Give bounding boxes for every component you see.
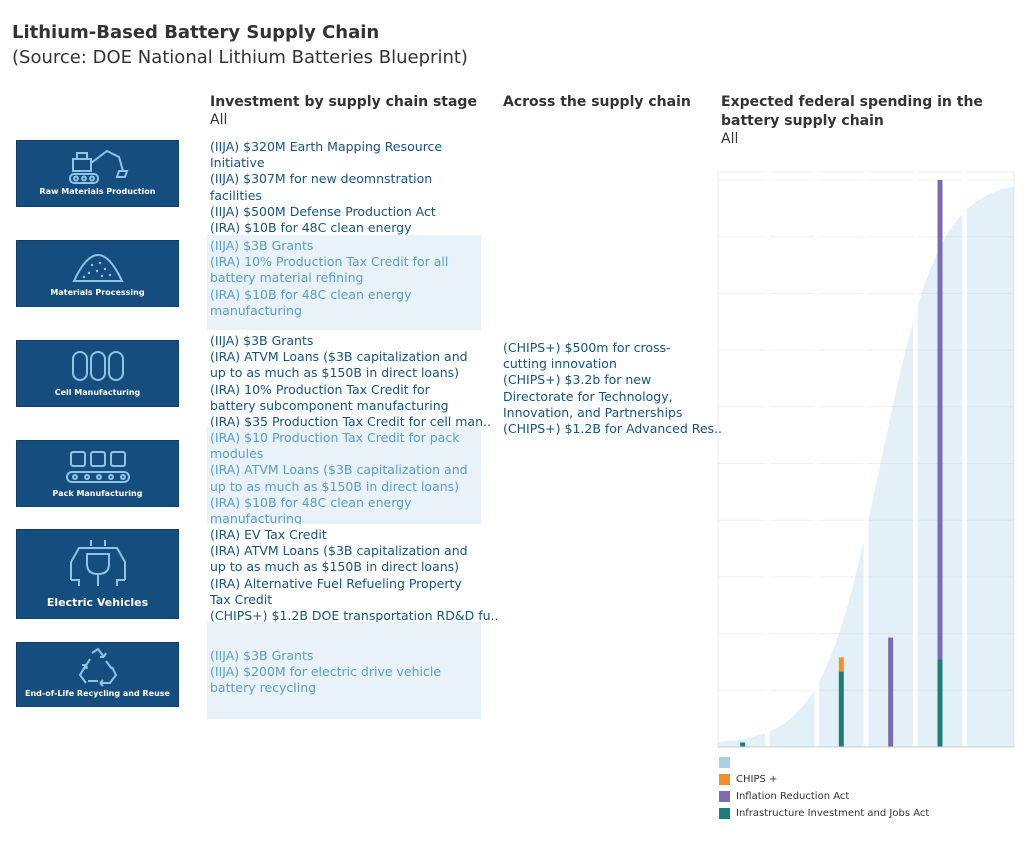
- investment-block-recycling: (IIJA) $3B Grants (IIJA) $200M for elect…: [207, 622, 481, 719]
- stage-card-cell-manufacturing[interactable]: Cell Manufacturing: [16, 340, 179, 407]
- across-item: (CHIPS+) $500m for cross-cutting innovat…: [503, 340, 671, 372]
- investment-item: (IIJA) $3B Grants: [210, 333, 314, 348]
- stage-label-materials-processing: Materials Processing: [50, 288, 145, 297]
- investment-block-raw-materials: (IIJA) $320M Earth Mapping Resource Init…: [207, 136, 481, 251]
- investment-item: (IRA) $10B for 48C clean energy manufact…: [210, 286, 412, 318]
- material-pile-icon: [71, 253, 124, 282]
- page-subtitle: (Source: DOE National Lithium Batteries …: [12, 47, 468, 68]
- across-supply-chain-list: (CHIPS+) $500m for cross-cutting innovat…: [503, 340, 723, 437]
- investment-item: (IRA) 10% Production Tax Credit for all …: [210, 254, 449, 286]
- federal-filter-value[interactable]: All: [721, 131, 739, 147]
- investment-block-electric-vehicles: (IRA) EV Tax Credit (IRA) ATVM Loans ($3…: [207, 524, 499, 624]
- investment-item: (IRA) ATVM Loans ($3B capitalization and…: [210, 462, 468, 494]
- legend-swatch: [719, 808, 730, 819]
- federal-column-title-line2: battery supply chain: [721, 113, 884, 129]
- legend-item-chips[interactable]: CHIPS +: [719, 771, 929, 788]
- stage-label-recycling: End-of-Life Recycling and Reuse: [25, 689, 170, 698]
- legend-swatch: [719, 757, 730, 768]
- bar-segment[interactable]: [740, 742, 746, 747]
- investment-item: (IRA) 10% Production Tax Credit for batt…: [210, 381, 449, 413]
- legend-swatch: [719, 791, 730, 802]
- legend-item-background[interactable]: [719, 754, 929, 771]
- federal-column-title-line1: Expected federal spending in the: [721, 94, 983, 110]
- investment-item: (IRA) EV Tax Credit: [210, 527, 327, 542]
- chart-legend: CHIPS + Inflation Reduction Act Infrastr…: [719, 754, 929, 822]
- column-separator: [814, 172, 820, 747]
- investment-item: (IIJA) $3B Grants: [210, 238, 314, 253]
- across-item: (CHIPS+) $1.2B for Advanced Res..: [503, 421, 723, 437]
- investment-block-pack-manufacturing: (IRA) $10 Production Tax Credit for pack…: [207, 427, 481, 526]
- investment-item: (IIJA) $200M for electric drive vehicle …: [210, 664, 442, 696]
- investment-item: (IIJA) $3B Grants: [210, 648, 314, 663]
- investment-item: (CHIPS+) $1.2B DOE transportation RD&D f…: [210, 608, 499, 624]
- investment-item: (IRA) ATVM Loans ($3B capitalization and…: [210, 543, 468, 575]
- investment-item: (IIJA) $307M for new deomnstration facil…: [210, 171, 433, 203]
- column-separator: [962, 172, 968, 747]
- column-separator: [863, 172, 869, 747]
- investment-column-title: Investment by supply chain stage: [210, 94, 477, 110]
- ev-charging-icon: [69, 540, 126, 586]
- stage-card-recycling[interactable]: End-of-Life Recycling and Reuse: [16, 642, 179, 707]
- investment-item: (IIJA) $500M Defense Production Act: [210, 203, 436, 219]
- investment-item: (IRA) $10 Production Tax Credit for pack…: [210, 430, 460, 462]
- legend-label: CHIPS +: [736, 774, 778, 785]
- stage-label-pack-manufacturing: Pack Manufacturing: [52, 489, 143, 498]
- column-separator: [912, 172, 918, 747]
- bar-segment[interactable]: [888, 637, 894, 747]
- battery-cells-icon: [71, 351, 124, 381]
- investment-block-materials-processing: (IIJA) $3B Grants (IRA) 10% Production T…: [207, 235, 481, 332]
- investment-item: (IRA) $10B for 48C clean energy manufact…: [210, 494, 412, 527]
- investment-block-cell-manufacturing: (IIJA) $3B Grants (IRA) ATVM Loans ($3B …: [207, 330, 491, 430]
- bar-segment[interactable]: [838, 671, 844, 747]
- legend-label: Infrastructure Investment and Jobs Act: [736, 808, 930, 819]
- stage-label-cell-manufacturing: Cell Manufacturing: [54, 388, 141, 397]
- legend-item-ira[interactable]: Inflation Reduction Act: [719, 788, 929, 805]
- column-separator: [764, 172, 770, 747]
- stage-card-electric-vehicles[interactable]: Electric Vehicles: [16, 529, 179, 619]
- background-column-bands: [764, 172, 968, 747]
- bar-segment[interactable]: [937, 180, 943, 660]
- investment-item: (IRA) Alternative Fuel Refueling Propert…: [210, 575, 462, 607]
- stage-card-pack-manufacturing[interactable]: Pack Manufacturing: [16, 440, 179, 507]
- across-item: (CHIPS+) $3.2b for new Directorate for T…: [503, 372, 683, 420]
- investment-item: (IRA) $35 Production Tax Credit for cell…: [210, 414, 491, 430]
- investment-item: (IIJA) $320M Earth Mapping Resource Init…: [210, 139, 443, 171]
- stage-label-electric-vehicles: Electric Vehicles: [46, 596, 149, 609]
- legend-item-iija[interactable]: Infrastructure Investment and Jobs Act: [719, 805, 929, 822]
- legend-label: Inflation Reduction Act: [736, 791, 850, 802]
- investment-filter-value[interactable]: All: [210, 112, 228, 128]
- bar-segment[interactable]: [838, 657, 844, 672]
- across-column-title: Across the supply chain: [503, 94, 691, 110]
- stacked-bars: [740, 180, 943, 747]
- battery-pack-icon: [65, 451, 130, 483]
- excavator-icon: [68, 149, 128, 184]
- stage-card-raw-materials[interactable]: Raw Materials Production: [16, 140, 179, 207]
- federal-spending-chart: [717, 171, 1015, 748]
- legend-swatch: [719, 774, 730, 785]
- bar-segment[interactable]: [937, 659, 943, 747]
- page-title: Lithium-Based Battery Supply Chain: [12, 22, 380, 43]
- stage-card-materials-processing[interactable]: Materials Processing: [16, 240, 179, 307]
- recycle-icon: [78, 647, 117, 687]
- investment-item: (IRA) ATVM Loans ($3B capitalization and…: [210, 349, 468, 381]
- stage-label-raw-materials: Raw Materials Production: [39, 187, 156, 196]
